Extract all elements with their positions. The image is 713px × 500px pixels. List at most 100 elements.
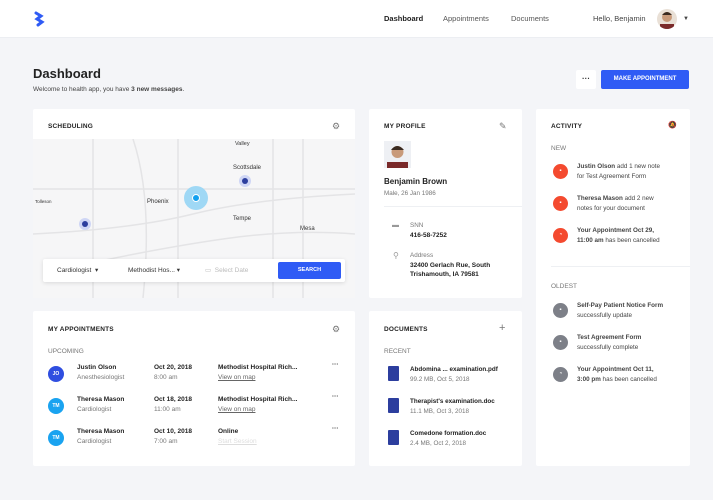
profile-name: Benjamin Brown: [384, 177, 448, 186]
document-meta: 11.1 MB, Oct 3, 2018: [410, 408, 470, 415]
activity-text-2: notes for your document: [577, 205, 645, 212]
form-icon: ▪: [553, 335, 568, 350]
doctor-name: Theresa Mason: [77, 396, 125, 403]
document-icon: [388, 366, 399, 381]
current-location-marker[interactable]: [184, 186, 208, 210]
document-name: Abdomina ... examination.pdf: [410, 366, 498, 373]
avatar: TM: [48, 398, 64, 414]
more-button[interactable]: ···: [576, 70, 596, 89]
nav-appointments[interactable]: Appointments: [443, 14, 489, 23]
activity-text: add 1 new note: [615, 163, 660, 170]
document-name: Therapist's examination.doc: [410, 398, 495, 405]
activity-text-2: successfully complete: [577, 344, 639, 351]
map-label-scottsdale: Scottsdale: [233, 165, 262, 171]
activity-text-2: for Test Agreement Form: [577, 173, 647, 180]
appointment-date: Oct 20, 2018: [154, 364, 192, 371]
message-icon: ▪: [553, 164, 568, 179]
profile-photo: [384, 141, 411, 168]
activity-actor: Justin Olson: [577, 163, 616, 170]
map-label-tolleson: Tolleson: [35, 199, 52, 204]
location-marker[interactable]: [79, 218, 91, 230]
appointment-time: 8:00 am: [154, 374, 178, 381]
activity-title: Your Appointment Oct 11,: [577, 366, 654, 373]
nav-documents[interactable]: Documents: [511, 14, 549, 23]
doctor-name: Theresa Mason: [77, 428, 125, 435]
snn-value: 416-58-7252: [410, 232, 447, 239]
nav-dashboard[interactable]: Dashboard: [384, 14, 424, 23]
address-label: Address: [410, 252, 434, 259]
activity-actor: Theresa Mason: [577, 195, 623, 202]
chevron-down-icon[interactable]: ▼: [683, 16, 689, 22]
appointment-row[interactable]: JO Justin Olson Anesthesiologist Oct 20, …: [48, 361, 348, 388]
appointments-card: MY APPOINTMENTS ⚙ UPCOMING JO Justin Ols…: [33, 311, 355, 466]
calendar-icon: ▭: [205, 267, 212, 274]
card-title: ACTIVITY: [551, 123, 583, 130]
map-label-valley: Valley: [235, 141, 250, 147]
more-options-icon[interactable]: ···: [332, 361, 339, 368]
more-options-icon[interactable]: ···: [332, 393, 339, 400]
appointment-link[interactable]: View on map: [218, 406, 256, 413]
appointment-date: Oct 10, 2018: [154, 428, 192, 435]
appointment-place: Online: [218, 428, 239, 435]
activity-text-2: has been cancelled: [603, 237, 660, 244]
appointment-place: Methodist Hospital Rich...: [218, 396, 298, 403]
card-title: MY APPOINTMENTS: [48, 326, 114, 333]
activity-title: Test Agreement Form: [577, 334, 642, 341]
document-icon: [388, 430, 399, 445]
activity-item[interactable]: ▪ Self-Pay Patient Notice Form successfull…: [551, 301, 691, 325]
appointment-link[interactable]: Start Session: [218, 438, 257, 445]
activity-title: Self-Pay Patient Notice Form: [577, 302, 664, 309]
make-appointment-button[interactable]: MAKE APPOINTMENT: [601, 70, 689, 89]
app-logo[interactable]: [31, 11, 47, 27]
activity-item[interactable]: ▪ Justin Olson add 1 new note for Test Agr…: [551, 162, 691, 186]
gear-icon[interactable]: ⚙: [332, 121, 341, 131]
address-line-1: 32400 Gerlach Rue, South: [410, 262, 491, 269]
clock-icon: ◔: [553, 367, 568, 382]
activity-item[interactable]: ▪ Test Agreement Form successfully complet…: [551, 333, 691, 357]
document-item[interactable]: Comedone formation.doc 2.4 MB, Oct 2, 201…: [384, 429, 524, 453]
appointment-date: Oct 18, 2018: [154, 396, 192, 403]
divider: [551, 266, 690, 267]
map-label-tempe: Tempe: [233, 216, 252, 222]
plus-icon[interactable]: +: [499, 322, 506, 334]
activity-title: Your Appointment Oct 29,: [577, 227, 654, 234]
activity-item[interactable]: ◔ Your Appointment Oct 11, 3:00 pm has bee…: [551, 365, 691, 389]
gear-icon[interactable]: ⚙: [332, 324, 341, 334]
user-avatar[interactable]: [657, 9, 677, 29]
specialty-value: Cardiologist: [57, 267, 92, 274]
message-count: 3 new messages: [131, 86, 183, 93]
section-upcoming: UPCOMING: [48, 348, 84, 355]
greeting: Hello, Benjamin: [593, 14, 646, 23]
document-item[interactable]: Abdomina ... examination.pdf 99.2 MB, Oct…: [384, 365, 524, 389]
appointment-row[interactable]: TM Theresa Mason Cardiologist Oct 10, 201…: [48, 425, 348, 452]
location-marker[interactable]: [239, 175, 251, 187]
avatar: TM: [48, 430, 64, 446]
specialty-select[interactable]: Cardiologist ▾: [57, 267, 99, 274]
appointment-time: 11:00 am: [154, 406, 181, 413]
document-item[interactable]: Therapist's examination.doc 11.1 MB, Oct …: [384, 397, 524, 421]
section-oldest: OLDEST: [551, 283, 578, 290]
document-icon: [388, 398, 399, 413]
search-button[interactable]: SEARCH: [278, 262, 341, 279]
map-label-mesa: Mesa: [300, 226, 315, 232]
date-input[interactable]: ▭ Select Date: [205, 266, 248, 274]
hospital-value: Methodist Hos...: [128, 267, 175, 274]
appointment-link[interactable]: View on map: [218, 374, 256, 381]
map-label-phoenix: Phoenix: [147, 199, 169, 205]
edit-icon[interactable]: ✎: [499, 121, 507, 131]
search-bar: Cardiologist ▾ Methodist Hos... ▾ ▭ Sele…: [43, 259, 345, 282]
activity-item[interactable]: ◔ Your Appointment Oct 29, 11:00 am has be…: [551, 226, 691, 250]
hospital-select[interactable]: Methodist Hos... ▾: [128, 267, 181, 274]
date-placeholder: Select Date: [214, 267, 249, 274]
document-meta: 2.4 MB, Oct 2, 2018: [410, 440, 467, 447]
activity-card: ACTIVITY 🔕 NEW ▪ Justin Olson add 1 new n…: [536, 109, 690, 466]
scheduling-card: SCHEDULING ⚙ Valley Scottsdale Phoenix T…: [33, 109, 355, 298]
profile-details: Male, 26 Jan 1986: [384, 190, 436, 197]
documents-card: DOCUMENTS + RECENT Abdomina ... examinat…: [369, 311, 522, 466]
more-options-icon[interactable]: ···: [332, 425, 339, 432]
bell-off-icon[interactable]: 🔕: [668, 122, 677, 129]
divider: [384, 206, 522, 207]
appointment-row[interactable]: TM Theresa Mason Cardiologist Oct 18, 201…: [48, 393, 348, 420]
id-card-icon: ▬: [392, 222, 399, 229]
activity-item[interactable]: ▪ Theresa Mason add 2 new notes for your d…: [551, 194, 691, 218]
